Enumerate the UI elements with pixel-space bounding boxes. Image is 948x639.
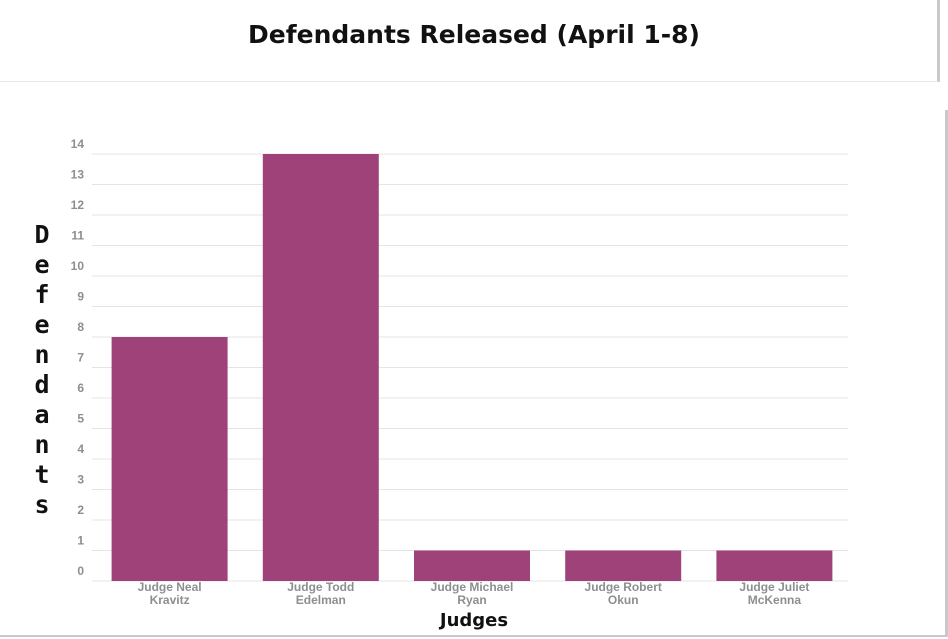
y-tick-label: 1	[77, 534, 84, 548]
x-tick-label: Judge Neal Kravitz	[138, 580, 202, 607]
y-tick-label: 12	[71, 198, 85, 212]
y-tick-label: 4	[77, 442, 84, 456]
x-axis-label: Judges	[439, 610, 509, 631]
x-tick-label: Judge Michael Ryan	[431, 580, 514, 607]
y-tick-label: 14	[71, 137, 85, 151]
chart-panel	[0, 110, 948, 637]
bar	[111, 337, 228, 581]
y-tick-label: 5	[77, 412, 84, 426]
bar	[716, 550, 833, 581]
title-panel	[0, 0, 940, 82]
y-tick-label: 0	[77, 564, 84, 578]
y-tick-label: 3	[77, 473, 84, 487]
bar	[262, 154, 379, 581]
y-tick-label: 9	[77, 290, 84, 304]
y-tick-label: 6	[77, 381, 84, 395]
y-tick-label: 11	[71, 229, 84, 243]
y-axis-label: Defendants	[34, 220, 50, 519]
chart-title: Defendants Released (April 1-8)	[248, 20, 700, 49]
x-tick-label: Judge Robert Okun	[585, 580, 662, 607]
y-tick-label: 8	[77, 320, 84, 334]
x-tick-label: Judge Todd Edelman	[287, 580, 354, 607]
bar	[565, 550, 682, 581]
y-tick-label: 10	[71, 259, 85, 273]
bar	[414, 550, 530, 581]
x-tick-label: Judge Juliet McKenna	[739, 580, 809, 607]
y-tick-label: 2	[77, 503, 84, 517]
y-tick-label: 13	[71, 168, 85, 182]
y-tick-label: 7	[77, 351, 84, 365]
